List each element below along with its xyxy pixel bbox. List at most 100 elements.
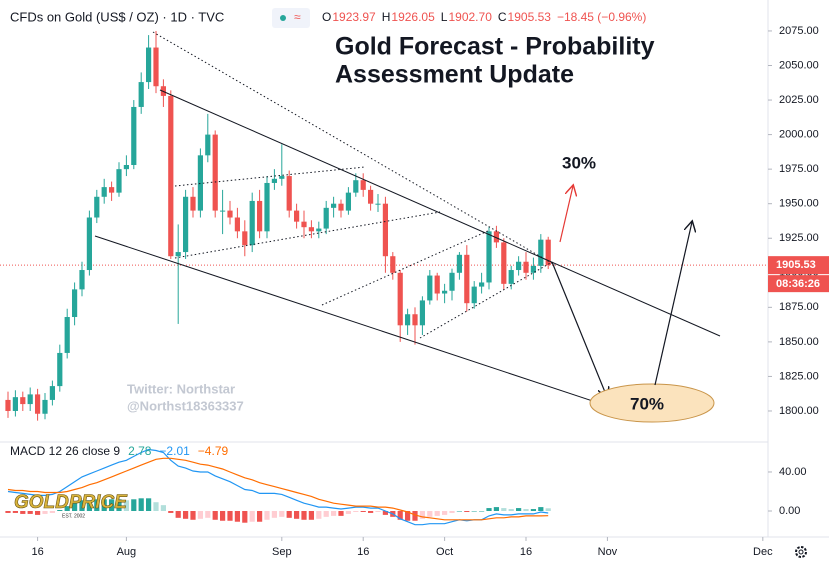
histogram-bar (508, 509, 514, 511)
histogram-bar (449, 511, 455, 513)
candle-body (412, 314, 418, 326)
indicator-label: MACD 12 26 close 9 (10, 444, 120, 458)
candle-body (249, 200, 255, 246)
candle-body (168, 95, 174, 257)
candle-body (382, 203, 389, 257)
histogram-bar (471, 511, 477, 512)
histogram-bar (42, 511, 48, 514)
histogram-bar (382, 511, 389, 515)
histogram-bar (145, 498, 152, 511)
histogram-bar (242, 511, 248, 523)
candle-body (405, 314, 411, 326)
histogram-bar (434, 511, 440, 516)
histogram-bar (316, 511, 322, 519)
candle-body (79, 270, 85, 290)
histogram-bar (249, 511, 255, 522)
settings-icon[interactable] (795, 546, 807, 558)
candle-body (190, 196, 196, 211)
candle-body (264, 182, 270, 232)
candle-body (27, 394, 33, 405)
logo-sub: EST. 2002 (62, 513, 85, 519)
histogram-bar (501, 508, 507, 511)
histogram-bar (79, 500, 85, 511)
candle-body (197, 155, 203, 211)
candle-body (323, 207, 329, 229)
y-tick-label: 2075.00 (779, 25, 819, 37)
histogram-bar (64, 506, 70, 511)
candle-body (5, 399, 11, 411)
histogram-bar (27, 511, 33, 514)
histogram-bar (368, 511, 374, 513)
status-badge (272, 8, 310, 28)
y-tick-label: 1800.00 (779, 405, 819, 417)
candle-body (471, 286, 477, 304)
candle-body (538, 239, 544, 266)
change: −18.45 (−0.96%) (557, 10, 646, 24)
symbol: CFDs on Gold (US$ / OZ) · 1D · TVC (10, 9, 224, 24)
candle-body (286, 176, 292, 211)
candle-body (205, 134, 211, 156)
candle-body (301, 221, 307, 228)
candle-body (508, 270, 514, 284)
annotation: 30% (562, 153, 596, 172)
histogram-bar (182, 511, 189, 519)
y-tick-label: 1825.00 (779, 370, 819, 382)
ohlc-value: 1923.97 (332, 10, 376, 24)
y-tick-label: 2050.00 (779, 59, 819, 71)
candle-body (427, 275, 433, 301)
histogram-bar (464, 511, 470, 512)
x-tick-label: Aug (117, 546, 137, 558)
watermark: @Northst18363337 (127, 398, 244, 413)
indicator-value: −2.01 (159, 444, 190, 458)
y-tick-label: 2000.00 (779, 129, 819, 141)
ohlc-value: 1926.05 (391, 10, 435, 24)
y-tick-label: 40.00 (779, 466, 807, 478)
trend-line (94, 235, 651, 421)
price-tag (768, 256, 829, 275)
gear-hub (798, 549, 804, 555)
ohlc-key: L (441, 10, 448, 24)
candle-body (86, 217, 92, 271)
histogram-bar (49, 511, 55, 513)
logo: GOLDPRICE (14, 492, 128, 513)
histogram-bar (301, 511, 307, 520)
candle-body (338, 203, 344, 211)
histogram-bar (160, 505, 166, 511)
header: CFDs on Gold (US$ / OZ) · 1D · TVC ≈ O 19… (10, 8, 646, 28)
candle-body (294, 210, 300, 222)
candle-body (12, 397, 18, 411)
trend-line (321, 229, 491, 306)
histogram-bar (323, 511, 329, 517)
histogram-bar (220, 511, 226, 521)
x-tick-label: 16 (357, 546, 369, 558)
candle-body (464, 254, 470, 304)
y-tick-label: 1925.00 (779, 232, 819, 244)
histogram-bar (116, 499, 122, 511)
candle-body (145, 47, 152, 83)
candle-body (375, 203, 381, 205)
histogram-bar (12, 511, 18, 513)
histogram-bar (279, 511, 285, 517)
histogram-bar (331, 511, 337, 516)
y-tick-label: 0.00 (779, 505, 800, 517)
histogram-bar (493, 507, 500, 511)
candle-body (308, 227, 315, 232)
histogram-bar (108, 499, 115, 511)
histogram-bar (308, 511, 315, 520)
gear[interactable] (795, 546, 807, 558)
candle-body (345, 192, 352, 211)
candle-body (64, 317, 70, 353)
histogram-bar (175, 511, 181, 518)
candle-body (138, 82, 144, 107)
candle-body (271, 178, 278, 183)
histogram-bar (123, 500, 129, 511)
trend-line (159, 89, 721, 337)
histogram-bar (168, 511, 174, 513)
candle-body (516, 261, 522, 271)
ohlc-value: 1902.70 (448, 10, 492, 24)
histogram-bar (538, 507, 544, 511)
candle-body (94, 196, 100, 218)
y-tick-label: 2025.00 (779, 94, 819, 106)
histogram-bar (153, 502, 159, 511)
